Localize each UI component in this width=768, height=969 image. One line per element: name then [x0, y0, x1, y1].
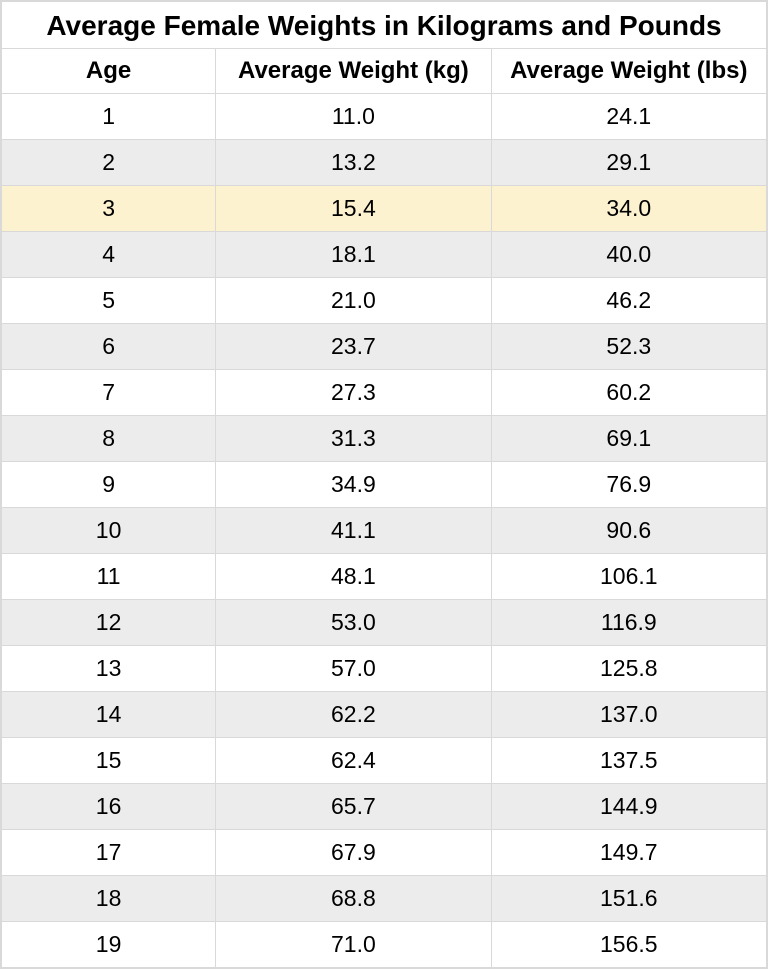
cell-lbs: 125.8 — [491, 646, 766, 692]
cell-lbs: 24.1 — [491, 94, 766, 140]
cell-kg: 53.0 — [216, 600, 491, 646]
table-row: 1767.9149.7 — [2, 830, 767, 876]
table-row: 1148.1106.1 — [2, 554, 767, 600]
cell-lbs: 29.1 — [491, 140, 766, 186]
table-body: 111.024.1213.229.1315.434.0418.140.0521.… — [2, 94, 767, 968]
table-row: 1357.0125.8 — [2, 646, 767, 692]
cell-lbs: 69.1 — [491, 416, 766, 462]
table-row: 623.752.3 — [2, 324, 767, 370]
table-row: 1562.4137.5 — [2, 738, 767, 784]
table-row: 418.140.0 — [2, 232, 767, 278]
cell-age: 6 — [2, 324, 216, 370]
cell-kg: 48.1 — [216, 554, 491, 600]
cell-age: 9 — [2, 462, 216, 508]
cell-age: 8 — [2, 416, 216, 462]
table-row: 315.434.0 — [2, 186, 767, 232]
cell-lbs: 144.9 — [491, 784, 766, 830]
table-row: 934.976.9 — [2, 462, 767, 508]
table-header-row: Age Average Weight (kg) Average Weight (… — [2, 49, 767, 94]
cell-age: 3 — [2, 186, 216, 232]
cell-lbs: 116.9 — [491, 600, 766, 646]
cell-kg: 62.2 — [216, 692, 491, 738]
table-row: 521.046.2 — [2, 278, 767, 324]
weight-table: Average Female Weights in Kilograms and … — [1, 1, 767, 968]
cell-age: 11 — [2, 554, 216, 600]
table-row: 213.229.1 — [2, 140, 767, 186]
cell-age: 13 — [2, 646, 216, 692]
cell-age: 7 — [2, 370, 216, 416]
cell-lbs: 90.6 — [491, 508, 766, 554]
cell-lbs: 52.3 — [491, 324, 766, 370]
cell-kg: 71.0 — [216, 922, 491, 968]
table-row: 1665.7144.9 — [2, 784, 767, 830]
cell-lbs: 46.2 — [491, 278, 766, 324]
cell-kg: 18.1 — [216, 232, 491, 278]
table-row: 1868.8151.6 — [2, 876, 767, 922]
cell-kg: 27.3 — [216, 370, 491, 416]
table-row: 1462.2137.0 — [2, 692, 767, 738]
cell-kg: 68.8 — [216, 876, 491, 922]
table-title-row: Average Female Weights in Kilograms and … — [2, 2, 767, 49]
cell-age: 18 — [2, 876, 216, 922]
table-title: Average Female Weights in Kilograms and … — [2, 2, 767, 49]
col-header-lbs: Average Weight (lbs) — [491, 49, 766, 94]
table-row: 727.360.2 — [2, 370, 767, 416]
cell-age: 5 — [2, 278, 216, 324]
cell-kg: 13.2 — [216, 140, 491, 186]
cell-lbs: 76.9 — [491, 462, 766, 508]
cell-lbs: 40.0 — [491, 232, 766, 278]
cell-age: 12 — [2, 600, 216, 646]
cell-lbs: 34.0 — [491, 186, 766, 232]
cell-lbs: 149.7 — [491, 830, 766, 876]
cell-kg: 41.1 — [216, 508, 491, 554]
table-row: 831.369.1 — [2, 416, 767, 462]
cell-kg: 65.7 — [216, 784, 491, 830]
cell-age: 19 — [2, 922, 216, 968]
cell-age: 4 — [2, 232, 216, 278]
cell-kg: 23.7 — [216, 324, 491, 370]
cell-kg: 67.9 — [216, 830, 491, 876]
cell-age: 2 — [2, 140, 216, 186]
cell-age: 16 — [2, 784, 216, 830]
cell-lbs: 137.5 — [491, 738, 766, 784]
cell-kg: 15.4 — [216, 186, 491, 232]
cell-lbs: 137.0 — [491, 692, 766, 738]
col-header-age: Age — [2, 49, 216, 94]
cell-age: 14 — [2, 692, 216, 738]
cell-kg: 57.0 — [216, 646, 491, 692]
cell-lbs: 151.6 — [491, 876, 766, 922]
table-row: 1041.190.6 — [2, 508, 767, 554]
cell-kg: 21.0 — [216, 278, 491, 324]
cell-age: 1 — [2, 94, 216, 140]
cell-age: 15 — [2, 738, 216, 784]
cell-kg: 31.3 — [216, 416, 491, 462]
cell-lbs: 156.5 — [491, 922, 766, 968]
cell-kg: 62.4 — [216, 738, 491, 784]
col-header-kg: Average Weight (kg) — [216, 49, 491, 94]
table-row: 1253.0116.9 — [2, 600, 767, 646]
weight-table-container: Average Female Weights in Kilograms and … — [0, 0, 768, 969]
cell-age: 10 — [2, 508, 216, 554]
cell-kg: 34.9 — [216, 462, 491, 508]
table-row: 111.024.1 — [2, 94, 767, 140]
cell-kg: 11.0 — [216, 94, 491, 140]
cell-lbs: 106.1 — [491, 554, 766, 600]
cell-age: 17 — [2, 830, 216, 876]
cell-lbs: 60.2 — [491, 370, 766, 416]
table-row: 1971.0156.5 — [2, 922, 767, 968]
